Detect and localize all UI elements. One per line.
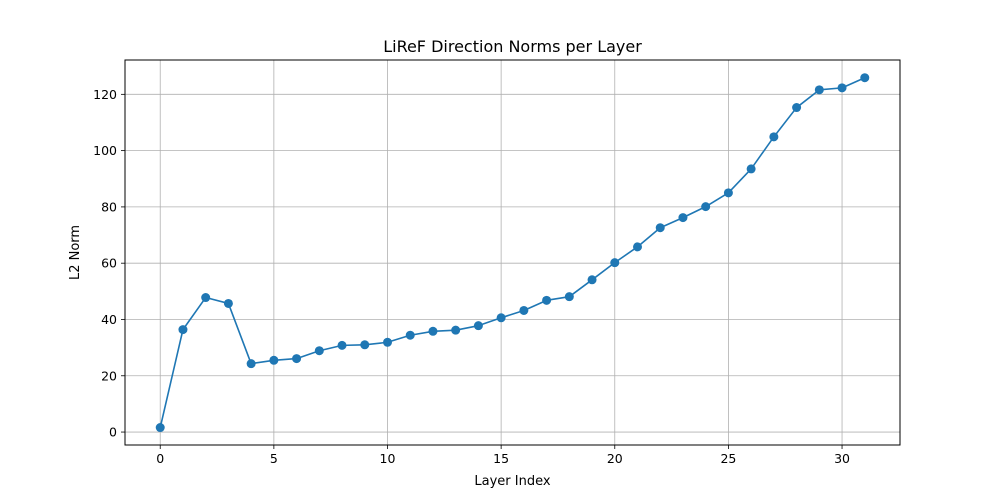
y-tick-label: 20 [101, 368, 117, 383]
y-tick-label: 0 [109, 425, 117, 440]
y-tick-label: 100 [93, 143, 117, 158]
data-point [201, 293, 211, 303]
data-point [405, 330, 415, 340]
axis-ticks: 0 5 10 15 20 25 30 0 20 40 60 80 100 120 [93, 87, 850, 466]
data-point [337, 340, 347, 350]
data-point [223, 298, 233, 308]
x-tick-label: 0 [156, 451, 164, 466]
series-line [159, 76, 866, 428]
chart-title: LiReF Direction Norms per Layer [383, 37, 642, 56]
data-point [814, 85, 824, 95]
data-point [473, 321, 483, 331]
x-tick-label: 25 [720, 451, 736, 466]
data-point [701, 202, 711, 212]
data-point [564, 292, 574, 302]
data-point [428, 326, 438, 336]
y-axis-label: L2 Norm [68, 225, 83, 280]
data-point [360, 340, 370, 350]
data-point [496, 313, 506, 323]
data-point [723, 188, 733, 198]
y-tick-label: 60 [101, 256, 117, 271]
data-point [769, 132, 779, 142]
data-point [155, 423, 165, 433]
data-point [610, 258, 620, 268]
plot-frame [124, 59, 901, 446]
y-tick-label: 120 [93, 87, 117, 102]
data-point [314, 346, 324, 356]
data-point [633, 242, 642, 252]
data-point [655, 223, 665, 233]
data-point [178, 325, 188, 335]
data-point [451, 325, 461, 335]
data-point [542, 295, 552, 305]
x-axis-label: Layer Index [474, 474, 550, 489]
y-tick-label: 80 [101, 199, 117, 214]
data-point [837, 83, 847, 93]
data-point [792, 103, 802, 113]
data-point [383, 337, 392, 347]
data-point [860, 73, 870, 83]
data-point [587, 275, 597, 285]
data-point [519, 305, 529, 315]
data-point [678, 213, 688, 223]
data-point [246, 359, 256, 369]
grid [125, 60, 900, 445]
data-point [269, 355, 279, 365]
data-point [292, 354, 302, 364]
x-tick-label: 15 [493, 451, 509, 466]
x-tick-label: 10 [380, 451, 396, 466]
y-tick-label: 40 [101, 312, 117, 327]
x-tick-label: 20 [607, 451, 623, 466]
x-tick-label: 5 [270, 451, 278, 466]
data-point [746, 164, 756, 174]
series-layer [155, 73, 870, 433]
x-tick-label: 30 [834, 451, 850, 466]
